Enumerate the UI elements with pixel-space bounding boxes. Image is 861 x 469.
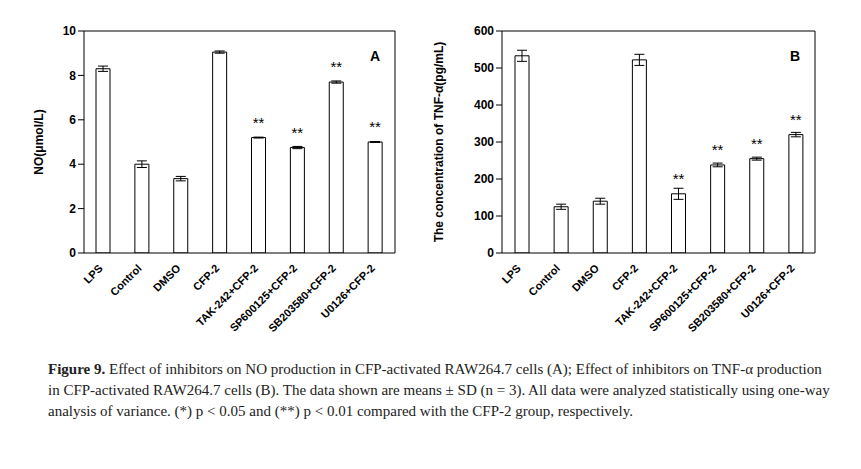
svg-text:LPS: LPS xyxy=(81,262,105,286)
svg-text:**: ** xyxy=(712,141,724,158)
html-text:A: A xyxy=(369,48,380,64)
svg-text:NO(μmol/L): NO(μmol/L) xyxy=(32,109,46,174)
svg-text:400: 400 xyxy=(474,98,494,112)
svg-text:TAK-242+CFP-2: TAK-242+CFP-2 xyxy=(613,261,680,329)
svg-text:10: 10 xyxy=(63,24,77,38)
svg-text:600: 600 xyxy=(474,24,494,38)
svg-text:4: 4 xyxy=(69,157,76,171)
svg-text:Control: Control xyxy=(108,262,144,298)
svg-text:LPS: LPS xyxy=(499,262,523,286)
svg-text:**: ** xyxy=(253,114,265,131)
svg-text:TAK-242+CFP-2: TAK-242+CFP-2 xyxy=(193,261,261,329)
html-text:B: B xyxy=(789,48,800,64)
html-text:Figure 9. Effect of inhibitors: Figure 9. Effect of inhibitors on NO pro… xyxy=(48,361,830,419)
svg-text:0: 0 xyxy=(69,246,76,260)
svg-text:The concentration of TNF-α(pg/: The concentration of TNF-α(pg/mL) xyxy=(432,42,446,243)
svg-text:SP600125+CFP-2: SP600125+CFP-2 xyxy=(647,262,719,334)
svg-text:DMSO: DMSO xyxy=(569,262,601,294)
svg-text:SP600125+CFP-2: SP600125+CFP-2 xyxy=(227,262,299,334)
svg-text:200: 200 xyxy=(474,172,494,186)
svg-text:**: ** xyxy=(790,111,802,128)
svg-text:2: 2 xyxy=(69,202,76,216)
svg-text:500: 500 xyxy=(474,61,494,75)
svg-text:8: 8 xyxy=(69,69,76,83)
svg-text:SB203580+CFP-2: SB203580+CFP-2 xyxy=(266,262,338,334)
svg-text:Control: Control xyxy=(526,262,562,298)
svg-text:6: 6 xyxy=(69,113,76,127)
svg-text:SB203580+CFP-2: SB203580+CFP-2 xyxy=(685,262,757,334)
svg-text:0: 0 xyxy=(487,246,494,260)
svg-text:300: 300 xyxy=(474,135,494,149)
svg-text:100: 100 xyxy=(474,209,494,223)
svg-text:**: ** xyxy=(292,124,304,141)
svg-text:**: ** xyxy=(751,135,763,152)
svg-text:**: ** xyxy=(673,170,685,187)
svg-text:**: ** xyxy=(330,58,342,75)
svg-text:CFP-2: CFP-2 xyxy=(609,262,640,293)
svg-text:**: ** xyxy=(369,118,381,135)
svg-text:U0126+CFP-2: U0126+CFP-2 xyxy=(738,262,796,320)
svg-text:CFP-2: CFP-2 xyxy=(191,262,222,293)
svg-text:U0126+CFP-2: U0126+CFP-2 xyxy=(319,262,377,320)
svg-text:DMSO: DMSO xyxy=(151,262,183,294)
